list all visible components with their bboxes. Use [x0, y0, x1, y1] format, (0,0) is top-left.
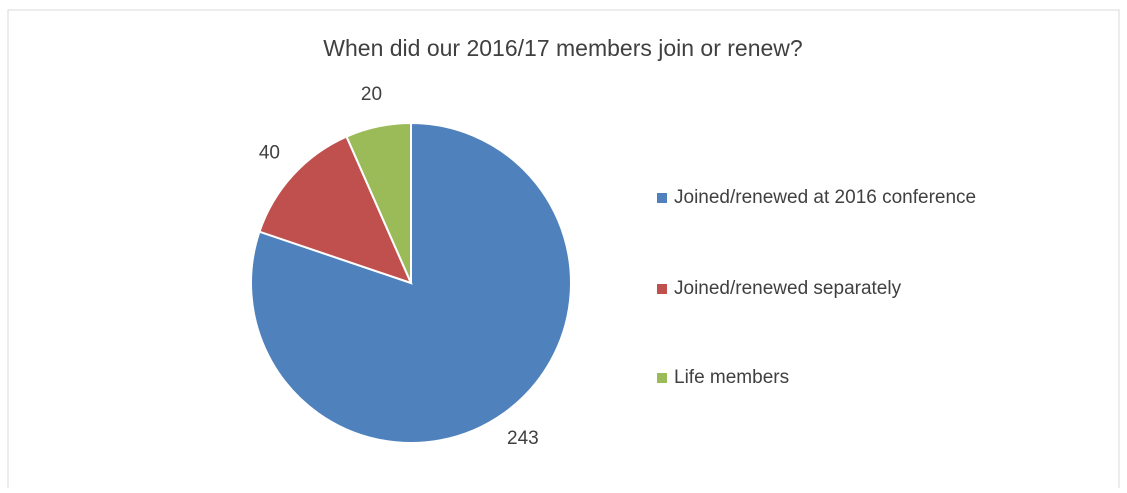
pie-slice — [258, 135, 413, 285]
legend-label: Joined/renewed separately — [674, 278, 902, 299]
pie-slice — [345, 121, 412, 284]
legend-label: Joined/renewed at 2016 conference — [674, 187, 976, 208]
legend-marker — [657, 373, 667, 383]
data-label: 243 — [507, 428, 539, 449]
data-label: 20 — [361, 84, 382, 105]
data-label: 40 — [259, 142, 280, 163]
legend-marker — [657, 193, 667, 203]
legend-marker — [657, 284, 667, 294]
legend-label: Life members — [674, 367, 789, 388]
chart-title: When did our 2016/17 members join or ren… — [323, 35, 802, 61]
